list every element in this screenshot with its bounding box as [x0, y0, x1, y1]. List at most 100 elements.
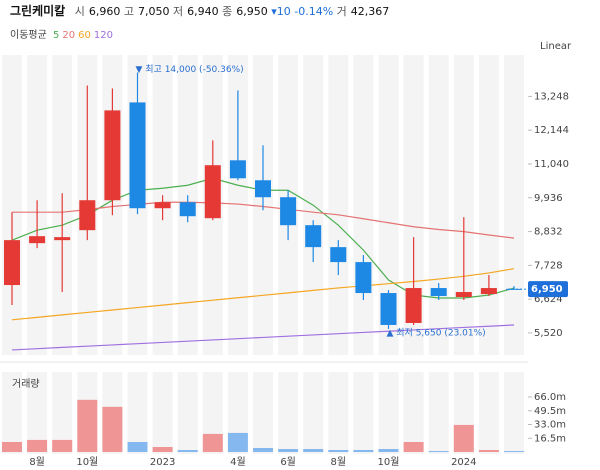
x-tick-label: 8월	[331, 456, 347, 468]
volume-bar	[428, 451, 449, 452]
column-band	[353, 55, 374, 355]
volume-bar	[403, 442, 424, 452]
x-tick-label: 8월	[29, 456, 45, 468]
column-band	[353, 372, 374, 454]
column-band	[328, 372, 349, 454]
y-tick-label: 11,040	[534, 159, 569, 170]
quote-label: 거	[336, 5, 347, 18]
y-tick-label: 33.0m	[534, 420, 566, 431]
candle-body	[104, 110, 121, 201]
column-band	[278, 372, 299, 454]
volume-bar	[278, 449, 299, 452]
ma-legend-title: 이동평균	[10, 30, 47, 41]
column-band	[378, 55, 399, 355]
y-tick-label: 9,936	[534, 193, 563, 204]
candle-body	[179, 202, 196, 217]
column-band	[378, 372, 399, 454]
extreme-annotation: ▲ 최저 5,650 (23.01%)	[387, 327, 486, 338]
column-band	[328, 55, 349, 355]
candle-body	[330, 247, 347, 263]
panel-title: 거래량	[12, 378, 40, 390]
ma-legend-item: 60	[78, 30, 91, 41]
volume-bar	[478, 450, 499, 452]
y-tick-label: 8,832	[534, 227, 563, 238]
quote-value: 6,950	[236, 5, 268, 18]
column-band	[177, 372, 198, 454]
candle-body	[129, 102, 146, 209]
y-tick-label: 66.0m	[534, 392, 566, 403]
candle-body	[79, 200, 96, 231]
column-band	[428, 372, 449, 454]
stock-name: 그린케미칼	[10, 4, 66, 18]
volume-bar	[227, 432, 248, 452]
x-tick-label: 10월	[76, 456, 98, 468]
quote-label: 시	[74, 5, 85, 18]
volume-bar	[253, 448, 273, 452]
column-band	[403, 55, 424, 355]
ma-line	[11, 324, 515, 351]
ma-legend-items: 5 20 60 120	[53, 30, 116, 41]
quote-label: 종	[222, 5, 233, 18]
column-band	[127, 372, 148, 454]
candle-body	[204, 165, 221, 219]
volume-bar	[102, 406, 123, 452]
x-tick-label: 6월	[280, 456, 296, 468]
candle-body	[380, 293, 397, 325]
ma-legend-item: 20	[62, 30, 76, 41]
volume-bar	[453, 424, 474, 452]
column-band	[52, 372, 73, 454]
quote-value: 6,960	[88, 5, 121, 18]
y-tick-label: 6,624	[534, 294, 563, 305]
quote-value: 6,940	[187, 5, 219, 18]
quote-header: 그린케미칼 시 6,960 고 7,050 저 6,940 종 6,950 ▾10 -0…	[10, 2, 389, 19]
volume-bar	[127, 442, 148, 452]
column-band	[428, 55, 449, 355]
price-change: 10 -0.14%	[276, 5, 334, 18]
candle-body	[229, 160, 246, 179]
quote-value: 42,367	[350, 5, 390, 18]
y-tick-label: 13,248	[534, 91, 569, 102]
candle-body	[29, 236, 46, 244]
volume-bar	[177, 450, 198, 452]
quote-label: 고	[123, 5, 134, 18]
volume-bar	[2, 442, 22, 452]
x-tick-label: 4월	[230, 456, 246, 468]
y-tick-label: 12,144	[534, 125, 569, 136]
candle-body	[430, 288, 447, 297]
candle-body	[54, 237, 71, 241]
column-band	[2, 55, 22, 355]
candle-body	[405, 288, 422, 323]
ma-legend-item: 120	[93, 30, 113, 41]
column-band	[504, 55, 524, 355]
column-band	[303, 372, 324, 454]
ma-legend: 이동평균 5 20 60 120	[10, 26, 119, 41]
volume-bar	[152, 447, 173, 452]
x-tick-label: 2023	[150, 457, 175, 468]
price-marker-label: 6,950	[531, 284, 563, 295]
candle-body	[255, 180, 271, 198]
volume-bar	[77, 399, 98, 452]
ma-legend-item: 5	[53, 30, 60, 41]
candle-body	[4, 240, 20, 286]
candle-body	[355, 262, 372, 294]
column-band	[478, 55, 499, 355]
column-band	[227, 55, 248, 355]
column-band	[253, 372, 273, 454]
column-band	[202, 372, 223, 454]
candle-body	[154, 202, 171, 209]
x-tick-label: 10월	[378, 456, 400, 468]
extreme-annotation: ▼ 최고 14,000 (-50.36%)	[136, 64, 244, 75]
volume-bar	[52, 439, 73, 452]
volume-bar	[328, 450, 349, 452]
ma-line	[11, 268, 515, 321]
volume-bar	[303, 449, 324, 452]
y-tick-label: 16.5m	[534, 433, 566, 444]
candle-body	[280, 197, 297, 226]
volume-bar	[504, 451, 524, 452]
candle-body	[455, 292, 472, 298]
volume-bar	[27, 439, 48, 452]
scale-toggle[interactable]: Linear	[540, 41, 572, 52]
column-band	[504, 372, 524, 454]
candle-body	[480, 288, 497, 295]
